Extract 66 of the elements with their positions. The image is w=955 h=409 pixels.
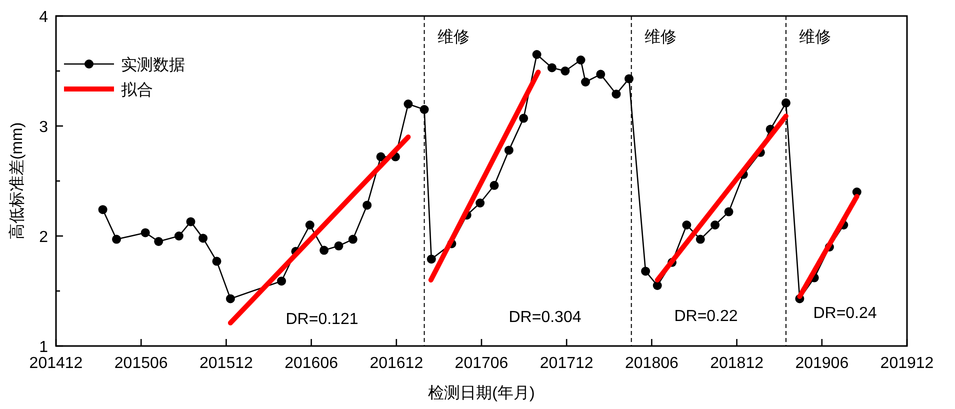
point (612, 90, 621, 99)
x-tick-label: 201906 (795, 355, 849, 372)
point (174, 232, 184, 240)
ref-line-label: 维修 (437, 28, 470, 46)
point (560, 66, 570, 76)
ref-line: 维修 (424, 16, 470, 346)
point (476, 198, 485, 208)
point (519, 114, 528, 123)
x-tick-label: 201912 (880, 355, 934, 372)
point (710, 220, 720, 230)
point (112, 234, 122, 244)
point (277, 276, 286, 286)
ref-line-label: 维修 (644, 28, 676, 46)
x-tick-label: 201606 (284, 355, 338, 372)
legend-label: 实测数据 (121, 56, 185, 74)
point (376, 152, 386, 162)
point (426, 254, 436, 264)
point (624, 74, 634, 84)
x-tick-label: 201812 (710, 355, 764, 372)
y-tick-label: 3 (39, 119, 48, 136)
point (724, 207, 734, 216)
x-tick-label: 201706 (454, 355, 508, 372)
point (576, 56, 586, 64)
x-tick-label: 201712 (540, 355, 594, 372)
point (696, 234, 705, 244)
point (198, 234, 208, 243)
point (532, 50, 542, 59)
point (420, 105, 429, 114)
point (596, 70, 606, 79)
point (581, 78, 590, 86)
point (305, 220, 314, 230)
point (490, 180, 499, 190)
legend-label: 拟合 (121, 81, 153, 99)
point (641, 266, 650, 276)
x-tick-label: 201506 (114, 355, 168, 372)
ref-line: 维修 (630, 16, 676, 346)
point (404, 100, 413, 108)
y-tick-label: 2 (39, 229, 48, 246)
ref-line-label: 维修 (798, 28, 831, 46)
point (212, 256, 222, 266)
point (348, 234, 358, 244)
point (652, 281, 662, 290)
point (320, 246, 329, 255)
annotation: DR=0.22 (674, 308, 738, 325)
x-axis-title: 检测日期(年月) (428, 384, 535, 402)
point (504, 146, 514, 155)
x-tick-label: 201512 (200, 355, 253, 372)
point (334, 241, 344, 250)
annotation: DR=0.304 (508, 309, 582, 326)
point (186, 217, 196, 226)
x-tick-label: 201806 (625, 355, 678, 372)
x-tick-label: 201412 (29, 355, 83, 372)
point (226, 294, 235, 304)
y-tick-label: 4 (39, 9, 48, 26)
point (140, 228, 150, 238)
point (682, 220, 692, 230)
annotation: DR=0.121 (286, 311, 358, 328)
y-tick-label: 1 (39, 339, 48, 356)
annotation: DR=0.24 (813, 305, 877, 322)
point (781, 98, 790, 108)
point (154, 237, 164, 246)
point (547, 63, 556, 72)
y-axis-title: 高低标准差(mm) (8, 122, 26, 240)
point (98, 205, 108, 214)
x-tick-label: 201612 (370, 355, 424, 372)
point (362, 200, 372, 210)
